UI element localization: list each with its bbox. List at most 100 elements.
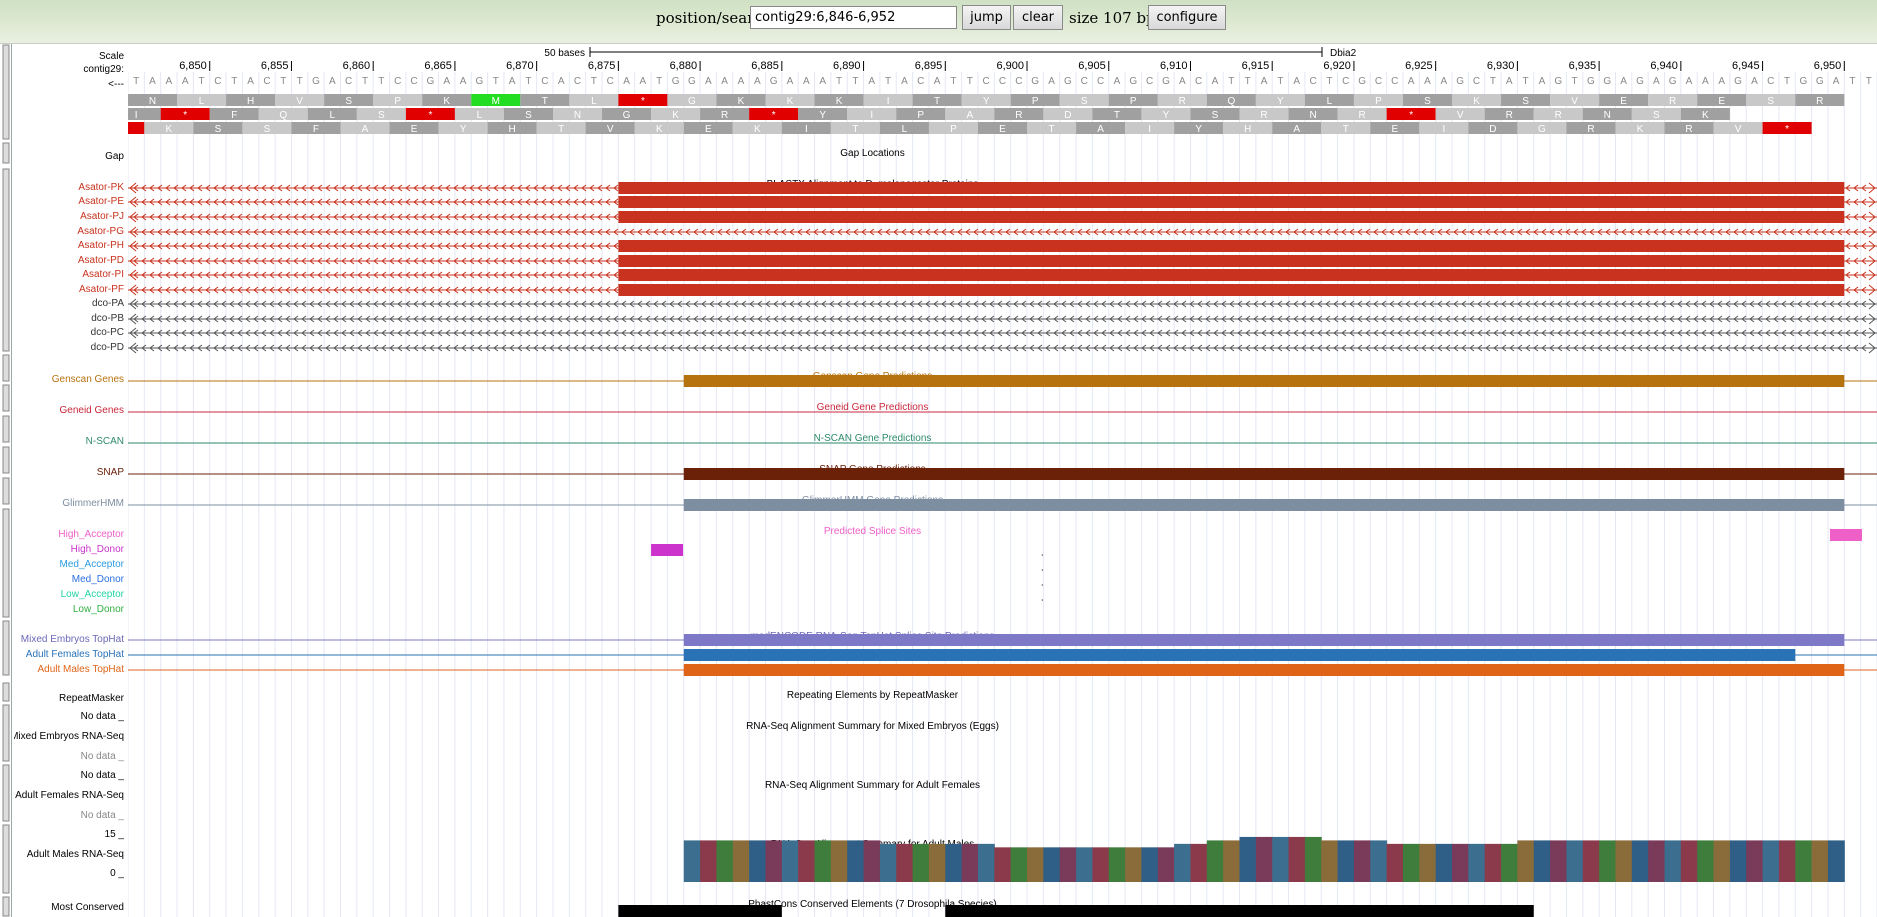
- gutter-bar[interactable]: [2, 477, 10, 505]
- base-letter: T: [297, 76, 303, 87]
- strand-chevron: [1661, 329, 1667, 337]
- base-letter: G: [427, 76, 435, 87]
- strand-chevron: [877, 300, 883, 308]
- gutter-bar[interactable]: [2, 682, 10, 702]
- repeatmasker-track-label[interactable]: RepeatMasker: [58, 693, 124, 704]
- strand-chevron: [1349, 344, 1355, 352]
- male-rnaseq-track-label[interactable]: Adult Males RNA-Seq: [26, 849, 124, 860]
- strand-chevron: [229, 242, 235, 250]
- blastx-item-label[interactable]: Asator-PE: [78, 196, 124, 207]
- gutter-bar[interactable]: [2, 446, 10, 474]
- gutter-bar[interactable]: [2, 896, 10, 917]
- geneid-track-label[interactable]: Geneid Genes: [59, 405, 125, 416]
- strand-chevron: [1733, 329, 1739, 337]
- strand-chevron: [1029, 300, 1035, 308]
- amino-acid-letter: T: [542, 96, 548, 107]
- base-letter: C: [1342, 76, 1349, 87]
- strand-chevron: [197, 184, 203, 192]
- strand-chevron: [1765, 329, 1771, 337]
- splice-item-label[interactable]: High_Donor: [70, 544, 124, 555]
- strand-chevron: [773, 329, 779, 337]
- position-search-input[interactable]: [750, 6, 957, 29]
- female-rnaseq-track-label[interactable]: Adult Females RNA-Seq: [15, 790, 124, 801]
- tophat-item-label[interactable]: Mixed Embryos TopHat: [20, 634, 124, 645]
- splice-item-label[interactable]: Med_Acceptor: [59, 559, 124, 570]
- strand-chevron: [253, 271, 259, 279]
- gutter-bar[interactable]: [2, 824, 10, 894]
- gutter-bar[interactable]: [2, 384, 10, 412]
- strand-chevron: [213, 286, 219, 294]
- strand-chevron: [877, 344, 883, 352]
- strand-chevron: [1005, 228, 1011, 236]
- glimmer-track-label[interactable]: GlimmerHMM: [62, 498, 124, 509]
- strand-chevron: [1093, 329, 1099, 337]
- gap-track-label[interactable]: Gap: [105, 151, 124, 162]
- strand-chevron: [1853, 228, 1859, 236]
- splice-item-label[interactable]: High_Acceptor: [58, 529, 124, 540]
- strand-chevron: [261, 228, 267, 236]
- gutter-bar[interactable]: [2, 508, 10, 618]
- strand-chevron: [1005, 329, 1011, 337]
- strand-chevron: [381, 344, 387, 352]
- gutter-bar[interactable]: [2, 415, 10, 443]
- strand-chevron: [933, 315, 939, 323]
- strand-chevron: [1845, 344, 1851, 352]
- blastx-item-label[interactable]: Asator-PF: [78, 284, 124, 295]
- nscan-track-label[interactable]: N-SCAN: [85, 436, 124, 447]
- strand-chevron: [469, 213, 475, 221]
- blastx-item-label[interactable]: dco-PC: [90, 327, 124, 338]
- embryo-rnaseq-track-label[interactable]: Mixed Embryos RNA-Seq: [14, 731, 124, 742]
- strand-chevron: [429, 213, 435, 221]
- strand-chevron: [1117, 315, 1123, 323]
- blastx-item-label[interactable]: Asator-PK: [78, 182, 124, 193]
- strand-chevron: [421, 300, 427, 308]
- strand-chevron: [853, 344, 859, 352]
- strand-chevron: [1373, 329, 1379, 337]
- gutter-bar[interactable]: [2, 354, 10, 382]
- gutter-bar[interactable]: [2, 764, 10, 822]
- strand-chevron: [1725, 228, 1731, 236]
- blastx-item-label[interactable]: Asator-PD: [77, 255, 124, 266]
- splice-item-label[interactable]: Med_Donor: [71, 574, 124, 585]
- snap-track-label[interactable]: SNAP: [96, 467, 124, 478]
- jump-button[interactable]: jump: [962, 5, 1011, 30]
- strand-chevron: [581, 242, 587, 250]
- strand-chevron: [1749, 315, 1755, 323]
- strand-chevron: [1621, 228, 1627, 236]
- strand-chevron: [149, 257, 155, 265]
- tophat-item-label[interactable]: Adult Females TopHat: [25, 649, 124, 660]
- strand-chevron: [1205, 300, 1211, 308]
- blastx-item-label[interactable]: Asator-PG: [77, 226, 124, 237]
- strand-chevron: [1133, 329, 1139, 337]
- splice-item-label[interactable]: Low_Donor: [72, 604, 124, 615]
- blastx-item-label[interactable]: Asator-PJ: [80, 211, 124, 222]
- genscan-track-label[interactable]: Genscan Genes: [51, 374, 124, 385]
- blastx-item-label[interactable]: dco-PB: [91, 313, 124, 324]
- gutter-bar[interactable]: [2, 168, 10, 352]
- strand-chevron: [1053, 300, 1059, 308]
- phastcons-track-label[interactable]: Most Conserved: [51, 902, 124, 913]
- clear-button[interactable]: clear: [1013, 5, 1063, 30]
- strand-chevron: [613, 300, 619, 308]
- strand-chevron: [373, 315, 379, 323]
- track-gutter[interactable]: [0, 44, 12, 917]
- strand-chevron: [1557, 315, 1563, 323]
- gutter-bar[interactable]: [2, 44, 10, 140]
- track-image[interactable]: 50 bases Dbia2 6,850 6,855 6,860 6,865 6,870 6,…: [128, 44, 1877, 917]
- strand-chevron: [357, 213, 363, 221]
- blastx-item-label[interactable]: Asator-PI: [82, 269, 124, 280]
- splice-site-high-acceptor: [1829, 529, 1862, 541]
- strand-chevron: [1821, 315, 1827, 323]
- female-nodata-label-2: No data _: [80, 810, 124, 821]
- gutter-bar[interactable]: [2, 704, 10, 762]
- configure-button[interactable]: configure: [1148, 5, 1226, 30]
- gutter-bar[interactable]: [2, 142, 10, 164]
- strand-chevron: [237, 184, 243, 192]
- splice-item-label[interactable]: Low_Acceptor: [60, 589, 124, 600]
- blastx-item-label[interactable]: Asator-PH: [77, 240, 124, 251]
- tophat-item-label[interactable]: Adult Males TopHat: [37, 664, 124, 675]
- gutter-bar[interactable]: [2, 620, 10, 676]
- blastx-item-label[interactable]: dco-PD: [90, 342, 124, 353]
- blastx-item-label[interactable]: dco-PA: [91, 298, 124, 309]
